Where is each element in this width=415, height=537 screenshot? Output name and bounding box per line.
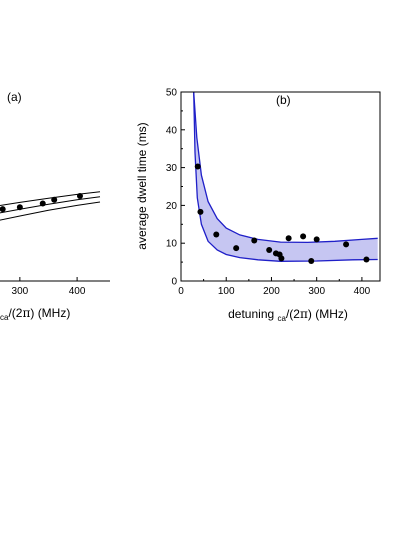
panel-b-point-11 <box>308 257 315 264</box>
panel-b-label: (b) <box>276 93 291 107</box>
panel-b: 0 100 200 300 400 0 10 20 30 40 50 (b) average dw… <box>135 88 381 323</box>
panel-b-x-tick-label-0: 0 <box>178 286 184 297</box>
panel-a-curve-upper <box>0 191 101 207</box>
panel-a-curves <box>0 191 101 221</box>
panel-b-band-lower-edge <box>193 92 378 262</box>
panel-b-x-tick-label-2: 200 <box>263 286 280 297</box>
panel-b-y-axis-label: average dwell time (ms) <box>135 122 149 249</box>
panel-a-curve-middle <box>0 196 101 214</box>
panel-b-point-9 <box>285 235 292 242</box>
panel-b-x-ticks: 0 100 200 300 400 <box>178 277 371 297</box>
panel-b-y-tick-label-1: 10 <box>166 239 178 250</box>
panel-a-point-9 <box>51 196 58 203</box>
panel-b-y-ticks: 0 10 20 30 40 50 <box>166 88 185 288</box>
panel-a-label: (a) <box>7 90 22 104</box>
panel-b-y-tick-label-3: 30 <box>166 163 178 174</box>
panel-b-x-tick-label-1: 100 <box>218 286 235 297</box>
panel-a-point-6 <box>0 206 6 213</box>
panel-a-point-10 <box>76 192 83 199</box>
panel-b-point-10 <box>300 233 307 240</box>
panel-b-point-4 <box>251 237 258 244</box>
panel-a-curve-lower <box>0 201 101 221</box>
panel-a-points <box>0 192 83 213</box>
panel-b-x-axis-label: detuning ca/(2π) (MHz) <box>228 307 348 323</box>
panel-b-y-tick-label-2: 20 <box>166 201 178 212</box>
panel-b-points <box>194 163 370 264</box>
panel-b-x-tick-label-4: 400 <box>354 286 371 297</box>
panel-b-point-5 <box>266 247 273 254</box>
panel-b-point-14 <box>363 256 370 263</box>
panel-b-x-tick-label-3: 300 <box>308 286 325 297</box>
panel-b-y-tick-label-4: 40 <box>166 125 178 136</box>
panel-a-x-tick-label-2: 400 <box>69 286 86 297</box>
panel-b-band <box>193 92 378 262</box>
panel-b-point-3 <box>233 245 240 252</box>
panel-b-y-tick-label-0: 0 <box>171 277 177 288</box>
panel-b-y-tick-label-5: 50 <box>166 88 178 99</box>
panel-a-point-7 <box>16 204 23 211</box>
panel-b-point-13 <box>343 241 350 248</box>
panel-b-point-1 <box>197 208 204 215</box>
panel-b-point-12 <box>313 236 320 243</box>
panel-a-x-axis-label: ca/(2π) (MHz) <box>0 306 70 322</box>
panel-a-point-8 <box>39 200 46 207</box>
panel-b-point-8 <box>278 255 285 262</box>
panel-b-point-2 <box>213 231 220 238</box>
panel-b-point-0 <box>194 163 201 170</box>
panel-a-x-tick-label-1: 300 <box>12 286 29 297</box>
panel-b-band-upper-edge <box>193 92 378 244</box>
